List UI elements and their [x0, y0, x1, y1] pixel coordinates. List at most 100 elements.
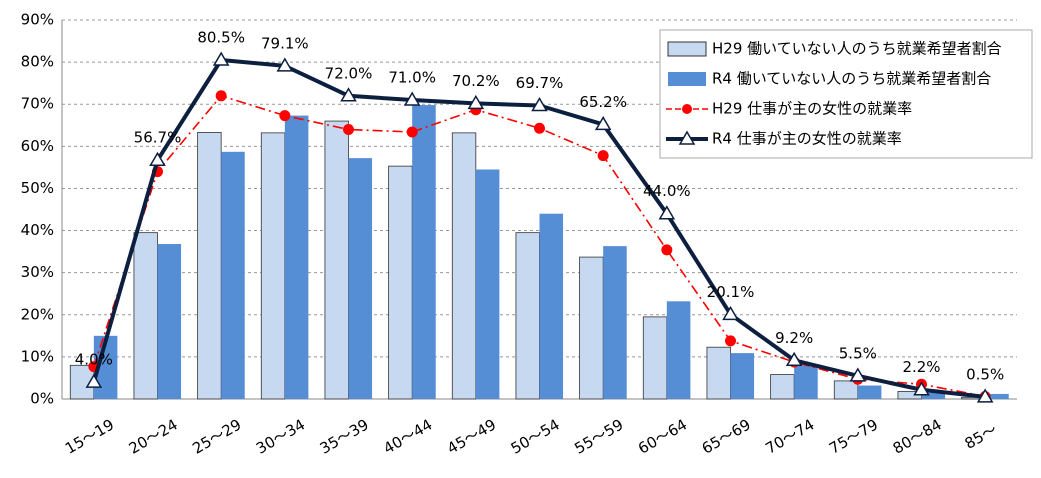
x-tick-label: 65～69 [699, 415, 754, 457]
marker [725, 335, 736, 347]
bar [857, 385, 882, 399]
marker [279, 110, 291, 122]
marker [403, 91, 421, 106]
marker [849, 367, 867, 382]
y-tick-label: 70% [21, 95, 54, 113]
bar [579, 256, 604, 400]
y-tick-label: 30% [21, 263, 54, 281]
line [93, 95, 986, 398]
marker [340, 87, 357, 102]
y-tick-label: 20% [21, 305, 54, 323]
y-tick-label: 40% [21, 221, 54, 239]
bar [475, 169, 500, 399]
y-tick-label: 90% [21, 11, 54, 29]
bar [451, 132, 477, 400]
legend-swatch [667, 41, 707, 57]
y-tick-label: 60% [21, 137, 54, 155]
marker [215, 90, 227, 102]
marker [85, 373, 103, 388]
bar [770, 374, 795, 400]
x-tick-label: 30～34 [253, 415, 308, 457]
bar [197, 132, 222, 400]
marker [976, 388, 994, 403]
bar [603, 246, 627, 399]
data-label: 5.5% [839, 344, 877, 362]
data-label: 70.2% [452, 72, 500, 90]
marker [913, 381, 930, 396]
bar [833, 380, 859, 400]
marker [276, 57, 294, 72]
data-label: 72.0% [325, 64, 373, 82]
marker [531, 96, 548, 112]
bar [706, 346, 731, 400]
x-tick-label: 80～84 [890, 415, 945, 457]
marker [594, 115, 612, 131]
bar [794, 365, 818, 399]
bar [221, 151, 245, 399]
marker [661, 244, 673, 256]
bar [666, 301, 691, 399]
legend-marker [678, 130, 696, 145]
bar [157, 244, 182, 399]
data-label: 20.1% [707, 283, 755, 301]
legend-label: H29 仕事が主の女性の就業率 [712, 100, 912, 118]
legend-box [659, 29, 1033, 159]
marker [597, 150, 609, 162]
bar [412, 105, 436, 399]
data-label: 65.2% [579, 93, 627, 111]
labels: 4.0% 56.7% 80.5% 79.1% 72.0% 71.0% 70.2% 69.7% 6… [75, 29, 1004, 384]
x-tick-label: 45～49 [444, 415, 499, 457]
y-tick-label: 80% [21, 53, 54, 71]
x-tick-label: 25～29 [189, 415, 244, 457]
bars [69, 105, 1009, 400]
x-tick-label: 55～59 [571, 415, 626, 457]
legend-marker [682, 104, 692, 114]
bar [93, 335, 118, 399]
marker [785, 351, 803, 367]
data-label: 56.7% [134, 129, 182, 147]
bar [642, 316, 668, 400]
y-tick-label: 10% [21, 347, 54, 365]
bar [133, 232, 158, 400]
marker [467, 94, 485, 110]
lines [85, 51, 994, 403]
data-label: 80.5% [197, 29, 245, 47]
bar [348, 158, 373, 399]
y-tick-label: 50% [21, 179, 54, 197]
data-label: 9.2% [775, 329, 813, 347]
bar [985, 393, 1009, 399]
x-tick-label: 85～ [962, 420, 1001, 453]
legend-label: R4 働いていない人のうち就業希望者割合 [712, 70, 991, 88]
bar [730, 353, 755, 399]
legend-label: H29 働いていない人のうち就業希望者割合 [712, 40, 1002, 58]
bar [260, 132, 286, 400]
x-tick-label: 75～79 [826, 415, 881, 457]
y-tick-label: 0% [30, 390, 54, 408]
data-label: 69.7% [516, 74, 564, 92]
legend-swatch [668, 72, 706, 86]
bar [539, 213, 564, 399]
marker [658, 205, 676, 220]
x-tick-label: 40～44 [380, 415, 435, 457]
x-tick-label: 20～24 [126, 415, 181, 457]
data-label: 44.0% [643, 182, 691, 200]
data-label: 4.0% [75, 351, 113, 369]
marker [343, 123, 354, 135]
marker [722, 305, 739, 321]
data-label: 79.1% [261, 34, 309, 52]
legend: H29 働いていない人のうち就業希望者割合 R4 働いていない人のうち就業希望者割… [659, 29, 1033, 159]
marker [149, 151, 166, 166]
bar [388, 165, 413, 400]
data-label: 71.0% [388, 69, 436, 87]
x-tick-label: 35～39 [317, 415, 372, 457]
x-tick-label: 60～64 [635, 415, 690, 457]
bar [324, 120, 349, 400]
bar [921, 392, 946, 399]
marker [406, 126, 418, 138]
x-tick-label: 70～74 [762, 415, 817, 457]
x-tick-label: 50～54 [508, 415, 563, 457]
legend-label: R4 仕事が主の女性の就業率 [712, 130, 902, 148]
marker [534, 122, 545, 134]
bar [515, 232, 540, 400]
